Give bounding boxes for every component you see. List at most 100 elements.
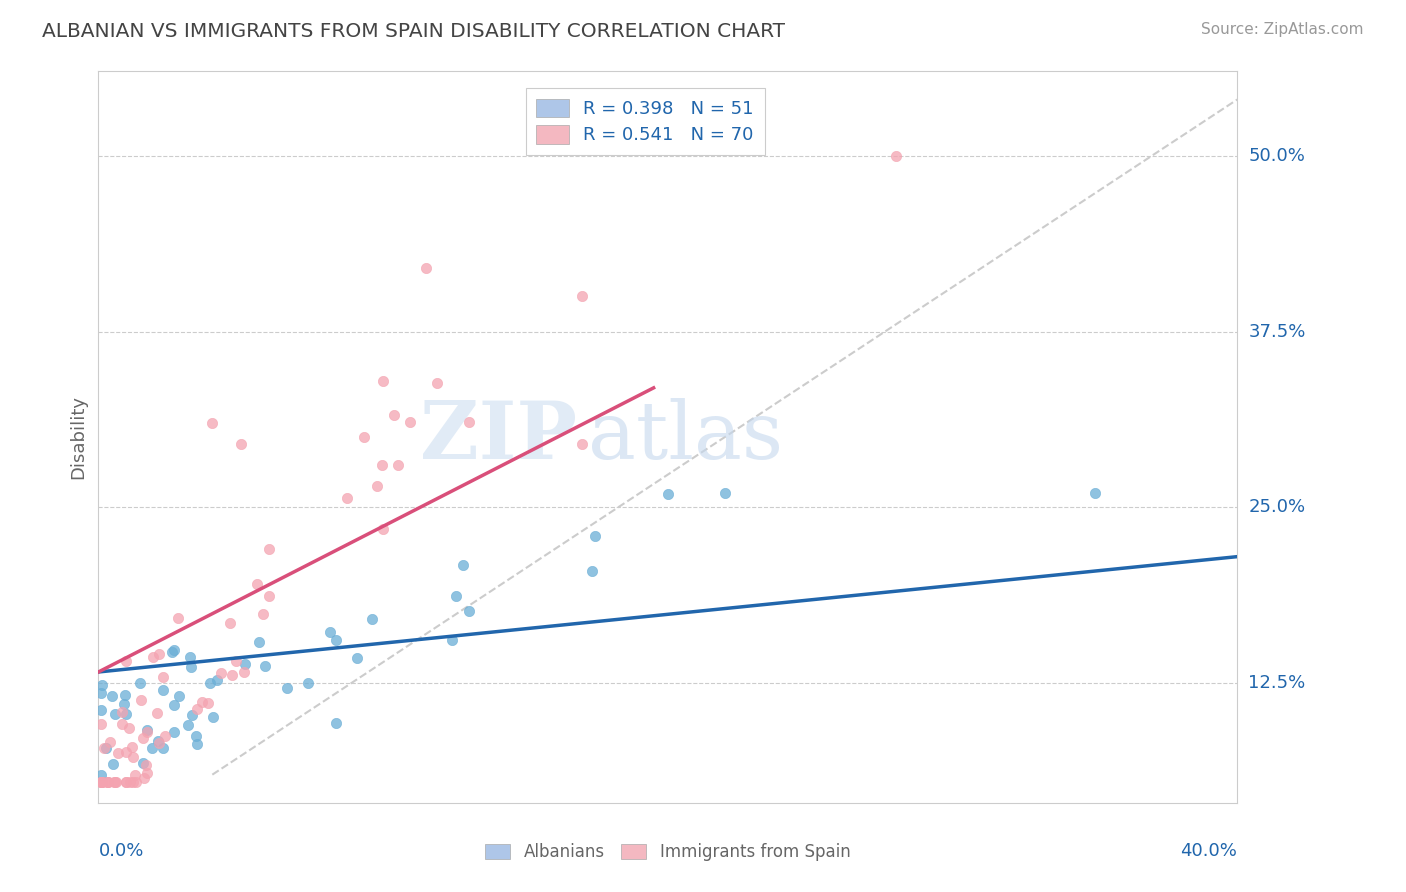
Point <box>353 430 375 444</box>
Point <box>90 774 112 789</box>
Point <box>148 736 170 750</box>
Point <box>115 706 138 721</box>
Point <box>148 647 170 661</box>
Point <box>141 650 163 665</box>
Point <box>146 706 169 721</box>
Point <box>373 522 395 536</box>
Point <box>177 718 200 732</box>
Point <box>225 654 247 668</box>
Point <box>373 374 395 388</box>
Point <box>253 659 276 673</box>
Point <box>571 288 593 302</box>
Point <box>111 717 134 731</box>
Point <box>97 774 120 789</box>
Y-axis label: Disability: Disability <box>69 395 87 479</box>
Point <box>387 458 409 472</box>
Point <box>124 774 146 789</box>
Point <box>104 707 127 722</box>
Point <box>100 689 122 703</box>
Point <box>131 693 153 707</box>
Point <box>457 415 479 429</box>
Point <box>197 696 219 710</box>
Point <box>247 635 270 649</box>
Point <box>259 589 281 603</box>
Point <box>152 741 174 756</box>
Point <box>96 774 118 789</box>
Point <box>415 261 437 276</box>
Point <box>132 771 155 785</box>
Point <box>657 487 679 501</box>
Point <box>191 695 214 709</box>
Point <box>233 657 256 671</box>
Point <box>97 774 120 789</box>
Point <box>160 645 183 659</box>
Point <box>259 542 281 557</box>
Point <box>581 565 603 579</box>
Point <box>361 612 384 626</box>
Point <box>135 766 157 780</box>
Point <box>441 632 464 647</box>
Point <box>128 676 150 690</box>
Point <box>180 660 202 674</box>
Point <box>179 649 201 664</box>
Point <box>114 688 136 702</box>
Point <box>152 670 174 684</box>
Point <box>155 729 177 743</box>
Point <box>366 479 388 493</box>
Point <box>118 721 141 735</box>
Text: 12.5%: 12.5% <box>1249 674 1306 692</box>
Text: 0.0%: 0.0% <box>98 842 143 860</box>
Point <box>163 698 186 712</box>
Point <box>884 149 907 163</box>
Point <box>246 577 269 591</box>
Point <box>319 625 342 640</box>
Text: 25.0%: 25.0% <box>1249 499 1306 516</box>
Point <box>276 681 298 695</box>
Point <box>90 686 112 700</box>
Point <box>115 654 138 668</box>
Point <box>198 676 221 690</box>
Point <box>112 697 135 711</box>
Point <box>141 741 163 756</box>
Point <box>90 774 112 789</box>
Point <box>585 528 607 542</box>
Point <box>186 737 208 751</box>
Point <box>135 723 157 738</box>
Point <box>426 376 449 391</box>
Point <box>180 707 202 722</box>
Point <box>114 745 136 759</box>
Point <box>186 729 208 743</box>
Point <box>103 774 125 789</box>
Point <box>124 768 146 782</box>
Point <box>121 739 143 754</box>
Point <box>96 741 118 756</box>
Text: ZIP: ZIP <box>420 398 576 476</box>
Point <box>104 774 127 789</box>
Point <box>98 735 121 749</box>
Point <box>233 665 256 679</box>
Point <box>325 716 347 731</box>
Point <box>90 767 112 781</box>
Point <box>714 486 737 500</box>
Point <box>202 710 225 724</box>
Point <box>209 665 232 680</box>
Point <box>101 756 124 771</box>
Text: 37.5%: 37.5% <box>1249 323 1306 341</box>
Point <box>163 724 186 739</box>
Point <box>451 558 474 572</box>
Text: 50.0%: 50.0% <box>1249 147 1305 165</box>
Text: ALBANIAN VS IMMIGRANTS FROM SPAIN DISABILITY CORRELATION CHART: ALBANIAN VS IMMIGRANTS FROM SPAIN DISABI… <box>42 22 785 41</box>
Legend: Albanians, Immigrants from Spain: Albanians, Immigrants from Spain <box>478 837 858 868</box>
Point <box>336 491 359 505</box>
Point <box>107 746 129 760</box>
Point <box>115 774 138 789</box>
Point <box>90 774 112 789</box>
Point <box>91 774 114 789</box>
Point <box>252 607 274 622</box>
Point <box>91 678 114 692</box>
Point <box>135 758 157 772</box>
Point <box>146 733 169 747</box>
Point <box>219 615 242 630</box>
Point <box>120 774 142 789</box>
Point <box>90 717 112 731</box>
